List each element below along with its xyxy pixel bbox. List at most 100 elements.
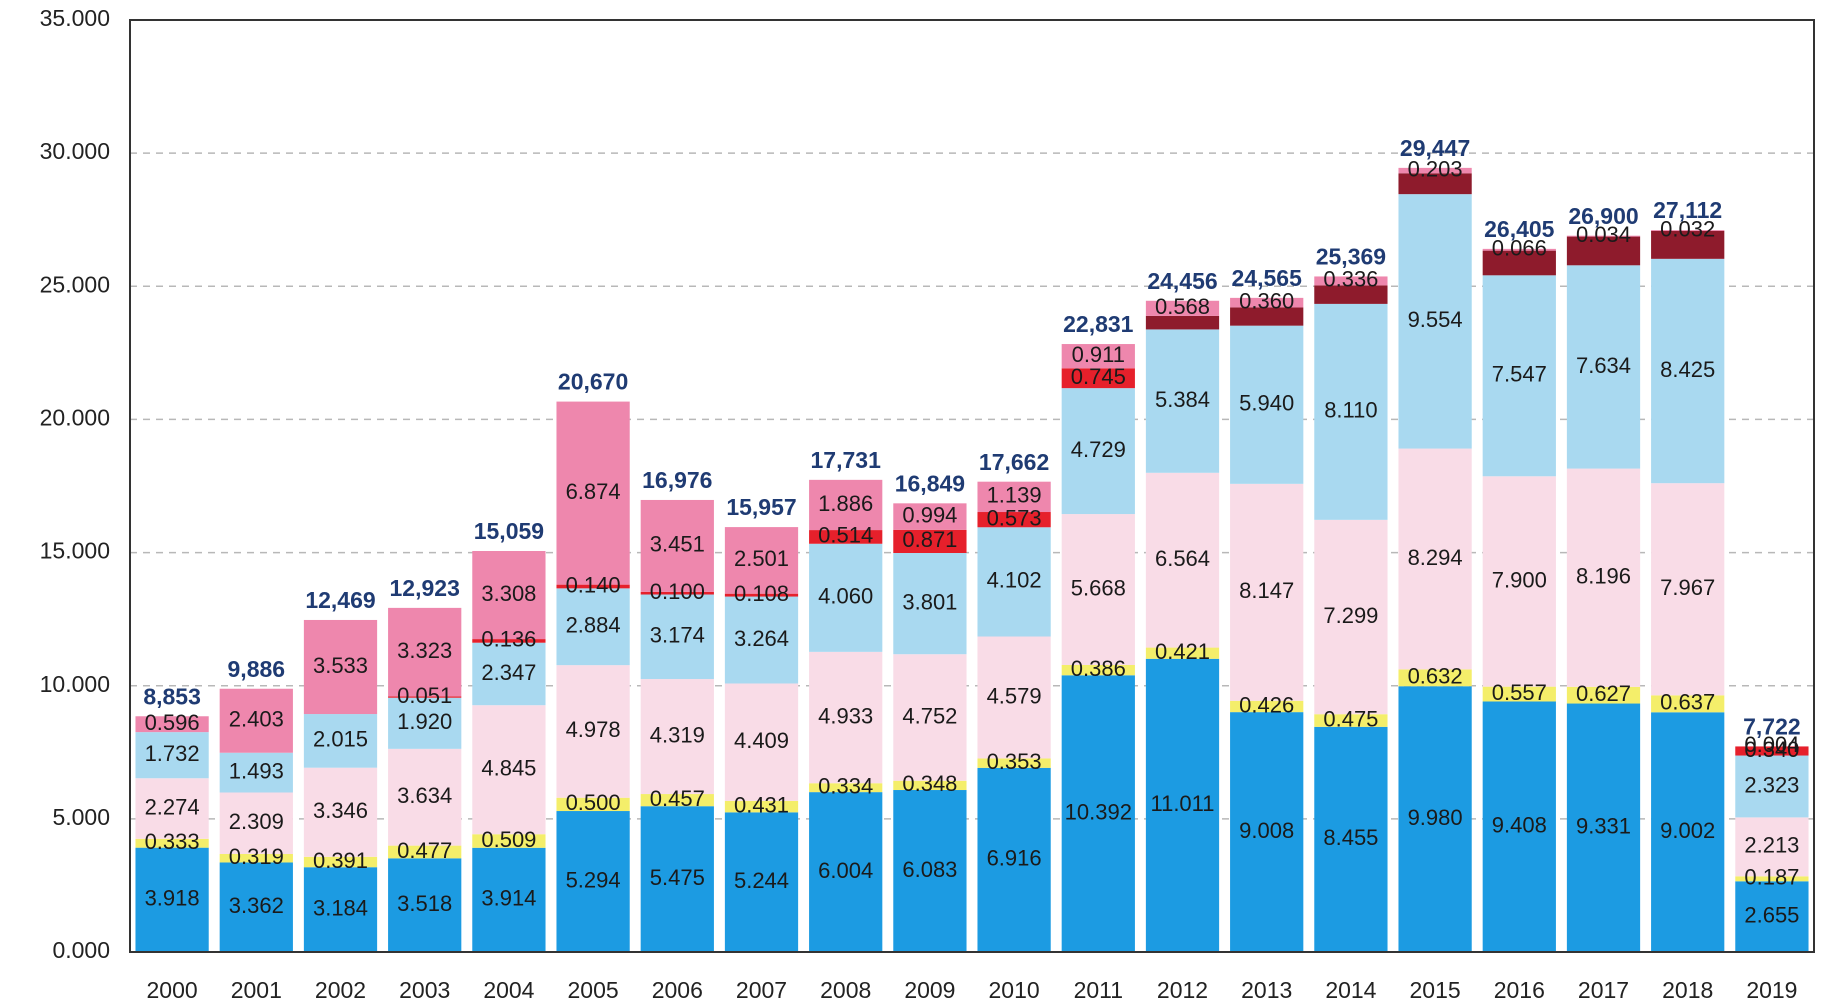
bar-segment [1061, 664, 1135, 676]
total-label: 16,849 [895, 470, 965, 496]
total-label: 25,369 [1316, 244, 1386, 270]
segment-label: 0.596 [145, 710, 200, 735]
segment-label: 3.264 [734, 626, 789, 651]
segment-label: 9.408 [1492, 813, 1547, 838]
total-label: 7,722 [1743, 713, 1801, 739]
segment-label: 3.801 [902, 589, 957, 614]
segment-label: 0.475 [1323, 706, 1378, 731]
x-tick-label: 2009 [904, 977, 955, 1003]
bar-segment [1061, 675, 1135, 952]
bar-segment [640, 794, 714, 807]
segment-label: 0.568 [1155, 294, 1210, 319]
segment-label: 0.514 [818, 523, 873, 548]
segment-label: 7.967 [1660, 575, 1715, 600]
bar-segment [303, 867, 378, 952]
bar-segment [472, 834, 546, 848]
segment-label: 2.501 [734, 546, 789, 571]
segment-label: 4.579 [987, 683, 1042, 708]
bar-segment [388, 607, 462, 697]
x-tick-label: 2005 [568, 977, 619, 1003]
segment-label: 3.308 [481, 581, 536, 606]
segment-label: 4.319 [650, 722, 705, 747]
y-tick-label: 15.000 [40, 538, 110, 564]
x-tick-label: 2004 [483, 977, 534, 1003]
bar-segment [1145, 658, 1220, 952]
segment-label: 0.391 [313, 848, 368, 873]
total-label: 26,900 [1568, 203, 1638, 229]
segment-label: 3.346 [313, 798, 368, 823]
segment-label: 5.244 [734, 868, 789, 893]
segment-label: 8.425 [1660, 357, 1715, 382]
segment-label: 9.980 [1408, 805, 1463, 830]
segment-label: 0.500 [566, 790, 621, 815]
segment-label: 0.557 [1492, 680, 1547, 705]
segment-label: 6.083 [902, 857, 957, 882]
bar-segment [219, 752, 293, 793]
segment-label: 0.994 [902, 502, 957, 527]
bar-segment [1145, 472, 1220, 648]
bar-segment [1061, 514, 1135, 665]
bar-segment [1482, 248, 1556, 251]
bar-segment [1735, 876, 1809, 882]
bar-segment [1230, 700, 1304, 713]
x-tick-label: 2019 [1746, 977, 1797, 1003]
bar-segment [1314, 303, 1388, 520]
bar-segment [472, 705, 546, 835]
segment-label: 0.004 [1744, 732, 1799, 757]
segment-label: 0.871 [902, 527, 957, 552]
bar-segment [556, 665, 630, 798]
x-tick-label: 2008 [820, 977, 871, 1003]
segment-label: 3.634 [397, 783, 452, 808]
bar-segment [556, 811, 630, 952]
segment-label: 7.299 [1323, 603, 1378, 628]
y-tick-label: 35.000 [40, 5, 110, 31]
segment-label: 6.564 [1155, 546, 1210, 571]
total-label: 27,112 [1653, 197, 1722, 223]
segment-label: 4.933 [818, 703, 873, 728]
x-tick-label: 2013 [1241, 977, 1292, 1003]
segment-label: 10.392 [1065, 799, 1132, 824]
plot-area [130, 19, 1814, 953]
bar-segment [724, 596, 799, 684]
segment-label: 0.353 [987, 749, 1042, 774]
bar-segment [135, 847, 209, 952]
bar-segment [1314, 714, 1388, 727]
segment-label: 2.347 [481, 660, 536, 685]
total-label: 29,447 [1400, 135, 1470, 161]
bar-segment [893, 529, 967, 553]
bar-segment [1061, 344, 1135, 369]
bar-segment [303, 767, 378, 857]
bar-segment [1145, 647, 1220, 659]
segment-label: 1.920 [397, 709, 452, 734]
bar-segment [1566, 265, 1641, 469]
y-tick-label: 10.000 [40, 671, 110, 697]
segment-label: 0.457 [650, 786, 705, 811]
bar-segment [135, 716, 209, 733]
bar-segment [388, 845, 462, 859]
bar-segment [977, 636, 1051, 759]
segment-label: 9.002 [1660, 818, 1715, 843]
segment-label: 0.066 [1492, 236, 1547, 261]
bar-segment [1482, 686, 1556, 702]
segment-label: 0.136 [481, 627, 536, 652]
segment-label: 3.174 [650, 623, 705, 648]
segment-label: 0.108 [734, 581, 789, 606]
x-tick-label: 2014 [1325, 977, 1376, 1003]
bar-segment [809, 783, 883, 793]
bar-segment [219, 853, 293, 863]
x-tick-label: 2015 [1410, 977, 1461, 1003]
segment-label: 0.034 [1576, 222, 1631, 247]
bar-segment [303, 856, 378, 868]
bar-segment [556, 401, 630, 585]
bar-segment [809, 543, 883, 652]
bar-segment [472, 639, 546, 643]
segment-label: 2.655 [1744, 902, 1799, 927]
bar-segment [1398, 167, 1472, 174]
segment-label: 3.451 [650, 532, 705, 557]
bar-segment [1145, 300, 1220, 316]
x-tick-label: 2018 [1662, 977, 1713, 1003]
segment-label: 0.333 [145, 829, 200, 854]
segment-label: 3.914 [481, 886, 536, 911]
segment-label: 0.637 [1660, 690, 1715, 715]
